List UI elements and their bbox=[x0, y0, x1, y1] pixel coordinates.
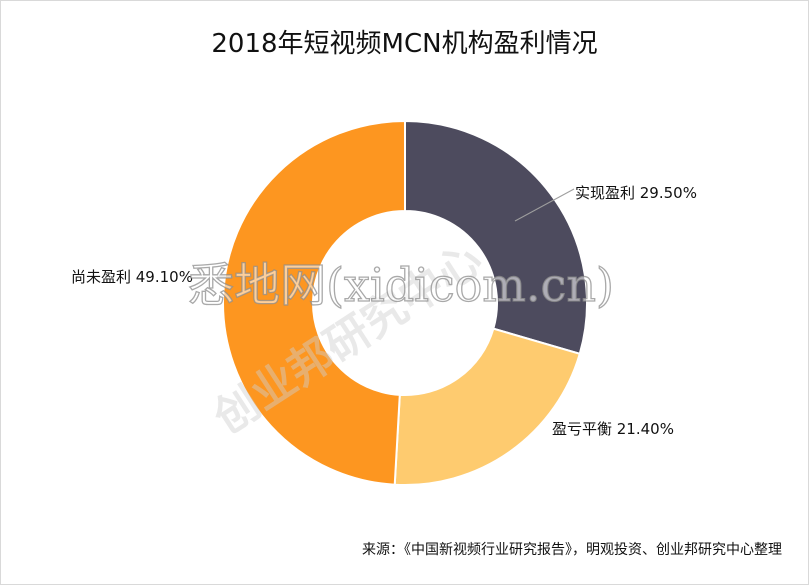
slice-labels: 实现盈利 29.50% 盈亏平衡 21.40% 尚未盈利 49.10% bbox=[71, 184, 697, 438]
slice-1 bbox=[404, 119, 588, 356]
source-note: 来源：《中国新视频行业研究报告》，明观投资、创业邦研究中心整理 bbox=[362, 542, 782, 558]
chart-title: 2018年短视频MCN机构盈利情况 bbox=[211, 29, 598, 59]
slice-label-2: 盈亏平衡 21.40% bbox=[552, 420, 674, 438]
slice-2 bbox=[393, 327, 582, 486]
slice-3 bbox=[222, 119, 406, 486]
leader-line-1 bbox=[514, 188, 575, 222]
donut-slices bbox=[222, 119, 588, 486]
slice-label-3: 尚未盈利 49.10% bbox=[71, 268, 193, 286]
slice-label-1: 实现盈利 29.50% bbox=[575, 184, 697, 202]
watermark-main: 悉地网(xidicom.cn) bbox=[188, 258, 614, 312]
